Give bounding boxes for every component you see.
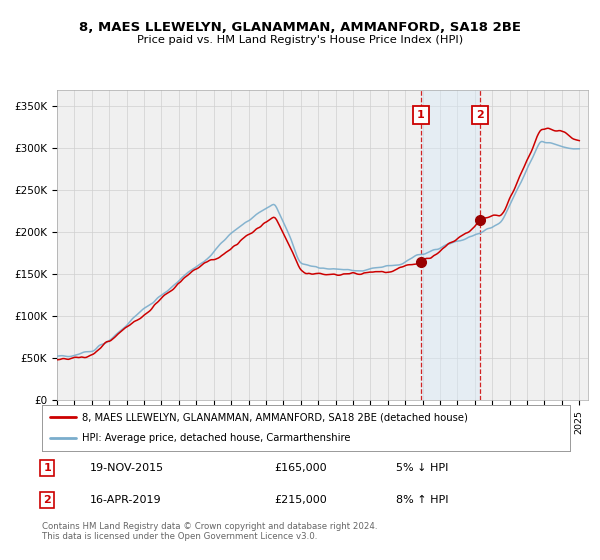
Text: 8, MAES LLEWELYN, GLANAMMAN, AMMANFORD, SA18 2BE (detached house): 8, MAES LLEWELYN, GLANAMMAN, AMMANFORD, …: [82, 412, 467, 422]
Text: £215,000: £215,000: [274, 495, 327, 505]
Text: 8, MAES LLEWELYN, GLANAMMAN, AMMANFORD, SA18 2BE: 8, MAES LLEWELYN, GLANAMMAN, AMMANFORD, …: [79, 21, 521, 34]
Text: 1: 1: [43, 463, 51, 473]
Bar: [421, 90, 480, 400]
Text: 19-NOV-2015: 19-NOV-2015: [89, 463, 164, 473]
Text: £165,000: £165,000: [274, 463, 327, 473]
Text: 2: 2: [476, 110, 484, 120]
Text: 2: 2: [43, 495, 51, 505]
Text: 5% ↓ HPI: 5% ↓ HPI: [396, 463, 448, 473]
Text: 8% ↑ HPI: 8% ↑ HPI: [396, 495, 448, 505]
Text: 1: 1: [417, 110, 425, 120]
Text: 16-APR-2019: 16-APR-2019: [89, 495, 161, 505]
Text: Price paid vs. HM Land Registry's House Price Index (HPI): Price paid vs. HM Land Registry's House …: [137, 35, 463, 45]
Text: Contains HM Land Registry data © Crown copyright and database right 2024.
This d: Contains HM Land Registry data © Crown c…: [42, 522, 377, 542]
Text: HPI: Average price, detached house, Carmarthenshire: HPI: Average price, detached house, Carm…: [82, 433, 350, 443]
